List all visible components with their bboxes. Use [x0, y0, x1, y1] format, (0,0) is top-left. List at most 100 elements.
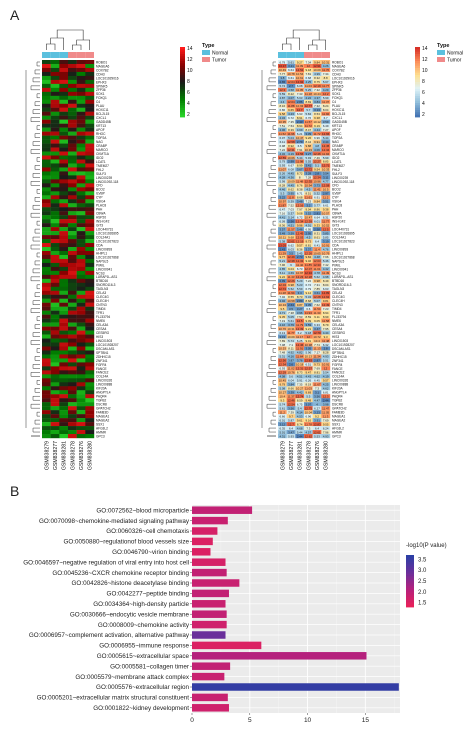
heatmap-cell	[312, 326, 322, 331]
heatmap-cell	[286, 83, 296, 89]
heatmap-cell	[68, 119, 77, 124]
heatmap-cell-value: 5.26	[280, 172, 286, 176]
heatmap-cell-value: 5.05	[288, 315, 294, 319]
heatmap-cell-value: 9.68	[288, 235, 294, 239]
heatmap-cell	[286, 231, 296, 236]
heatmap-cell	[42, 131, 51, 136]
sample-label: GSM838278	[306, 441, 312, 470]
gene-label: PLAU	[332, 104, 341, 108]
heatmap-cell	[278, 123, 287, 128]
gene-label: SOX1	[96, 92, 105, 96]
heatmap-cell	[59, 99, 69, 104]
heatmap-cell-value: 3.91	[314, 418, 320, 422]
heatmap-cell	[76, 127, 86, 132]
row-dendrogram-branch	[30, 244, 40, 250]
gene-label: DSCAM-AS1	[96, 347, 115, 351]
heatmap-cell	[50, 127, 60, 132]
heatmap-cell	[59, 191, 69, 196]
heatmap-cell-value: 12.56	[296, 152, 304, 156]
heatmap-cell	[321, 334, 331, 339]
heatmap-cell	[295, 203, 305, 208]
heatmap-cell-value: 8.59	[297, 398, 303, 402]
row-dendrogram-branch	[36, 125, 40, 130]
heatmap-cell	[321, 250, 331, 256]
heatmap-cell	[286, 422, 296, 427]
heatmap-cell	[321, 215, 331, 220]
heatmap-cell-value: 5.99	[323, 96, 329, 100]
heatmap-cell	[304, 406, 313, 411]
gene-label: CBWA	[332, 212, 342, 216]
heatmap-cell	[50, 378, 60, 383]
heatmap-cell	[68, 374, 77, 379]
heatmap-cell	[286, 103, 296, 108]
row-dendrogram-branch	[268, 173, 276, 178]
heatmap-cell	[278, 235, 287, 240]
row-dendrogram-branch	[266, 212, 276, 218]
sample-label: GSM838279	[44, 441, 50, 470]
heatmap-cell	[295, 215, 305, 220]
heatmap-cell	[50, 406, 60, 411]
heatmap-cell	[42, 115, 51, 120]
heatmap-cell-value: 5.74	[280, 84, 286, 88]
heatmap-cell	[278, 163, 287, 168]
heatmap-cell	[321, 131, 331, 136]
heatmap-cell	[295, 426, 305, 431]
heatmap-cell	[42, 330, 51, 335]
heatmap-cell-value: 10.97	[296, 271, 304, 275]
heatmap-cell-value: 7.34	[323, 72, 329, 76]
heatmap-cell	[286, 430, 296, 435]
gene-label: HSP20	[96, 216, 106, 220]
row-dendrogram-branch	[32, 268, 40, 274]
heatmap-cell	[295, 139, 305, 144]
heatmap-cell	[321, 302, 331, 307]
heatmap-cell	[50, 294, 60, 299]
heatmap-cell	[295, 398, 305, 403]
heatmap-cell-value: 3.05	[306, 347, 312, 351]
heatmap-cell-value: 7.35	[297, 383, 303, 387]
heatmap-cell-value: 6.71	[297, 192, 303, 196]
heatmap-cell	[278, 151, 287, 156]
heatmap-cell-value: 6.4	[315, 426, 319, 430]
heatmap-cell-value: 10.09	[287, 180, 295, 184]
heatmap-cell-value: 12.35	[305, 180, 313, 184]
heatmap-cell-value: 11.05	[322, 410, 329, 414]
heatmap-cell	[42, 310, 51, 315]
heatmap-cell	[59, 378, 69, 383]
heatmap-cell-value: 9.48	[306, 398, 312, 402]
heatmap-cell	[76, 91, 86, 97]
heatmap-cell	[286, 247, 296, 252]
row-dendrogram-branch	[270, 356, 276, 361]
gene-label: CESA4	[96, 327, 107, 331]
gene-label: LOC101926895	[332, 231, 355, 235]
heatmap-cell	[76, 298, 86, 303]
heatmap-cell	[42, 243, 51, 248]
heatmap-cell	[76, 111, 86, 116]
heatmap-cell-value: 11.58	[322, 319, 329, 323]
gene-label: COX7B2	[96, 68, 109, 72]
heatmap-cell	[68, 103, 77, 108]
heatmap-cell	[286, 235, 296, 240]
color-scale-step	[415, 107, 420, 111]
heatmap-cell-value: 10.61	[296, 76, 304, 80]
heatmap-cell	[50, 203, 60, 208]
color-scale-step	[180, 51, 185, 55]
heatmap-cell-value: 8.69	[306, 100, 312, 104]
gene-label: INS-IGF2	[96, 220, 110, 224]
heatmap-cell	[304, 398, 313, 403]
gene-label: CES5RG	[332, 331, 346, 335]
heatmap-cell	[295, 179, 305, 184]
bar	[192, 600, 226, 608]
heatmap-cell-value: 5.77	[314, 204, 320, 208]
heatmap-cell	[50, 151, 60, 156]
gene-label: COX7B2	[332, 68, 345, 72]
heatmap-cell-value: 3.84	[288, 383, 294, 387]
heatmap-cell	[50, 254, 60, 260]
color-scale-step	[180, 107, 185, 111]
heatmap-cell	[59, 91, 69, 97]
gene-label: MAGEA6	[332, 64, 346, 68]
heatmap-cell	[304, 382, 313, 387]
gene-label: TFR1	[96, 311, 104, 315]
heatmap-cell	[68, 418, 77, 423]
heatmap-cell	[42, 334, 51, 339]
heatmap-cell	[295, 298, 305, 303]
